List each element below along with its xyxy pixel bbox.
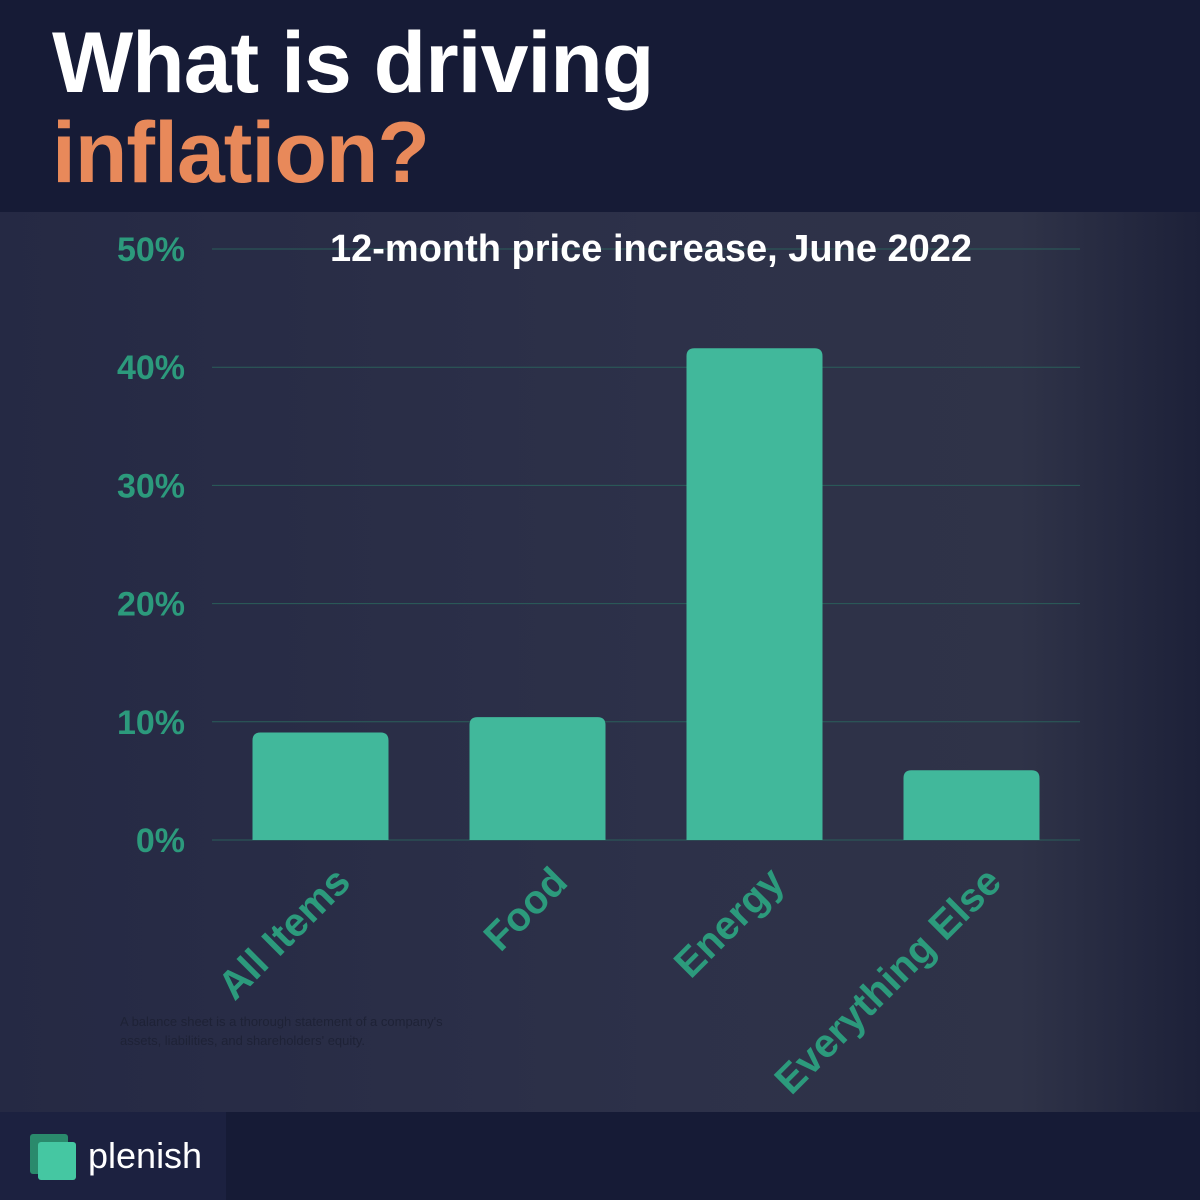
- bar: [469, 717, 606, 840]
- plenish-logo-icon: [30, 1134, 76, 1180]
- y-tick-label: 40%: [117, 349, 185, 387]
- chart-title: 12-month price increase, June 2022: [330, 228, 973, 270]
- x-category-label: Food: [476, 859, 576, 959]
- brand[interactable]: plenish: [0, 1112, 226, 1200]
- y-tick-label: 0%: [136, 822, 185, 860]
- x-category-label: Everything Else: [767, 859, 1010, 1102]
- bar-chart: 0% 10% 20% 30% 40% 50% All Items Food EnergyEver…: [117, 231, 1080, 1103]
- y-tick-label: 50%: [117, 231, 185, 269]
- bar: [903, 770, 1040, 840]
- title-line-1: What is driving: [52, 15, 654, 111]
- y-tick-label: 20%: [117, 586, 185, 624]
- x-category-label: Energy: [666, 859, 794, 987]
- chart-panel: [0, 212, 1200, 1112]
- y-tick-label: 30%: [117, 467, 185, 505]
- title-line-2: inflation?: [52, 105, 430, 201]
- brand-name: plenish: [88, 1135, 203, 1176]
- footer: plenish: [0, 1112, 1200, 1200]
- x-category-label: All Items: [210, 859, 359, 1008]
- bar: [252, 732, 389, 840]
- page-title: What is driving inflation?: [52, 15, 654, 201]
- footnote: A balance sheet is a thorough statement …: [120, 1014, 443, 1048]
- bar: [686, 348, 823, 840]
- y-tick-label: 10%: [117, 704, 185, 742]
